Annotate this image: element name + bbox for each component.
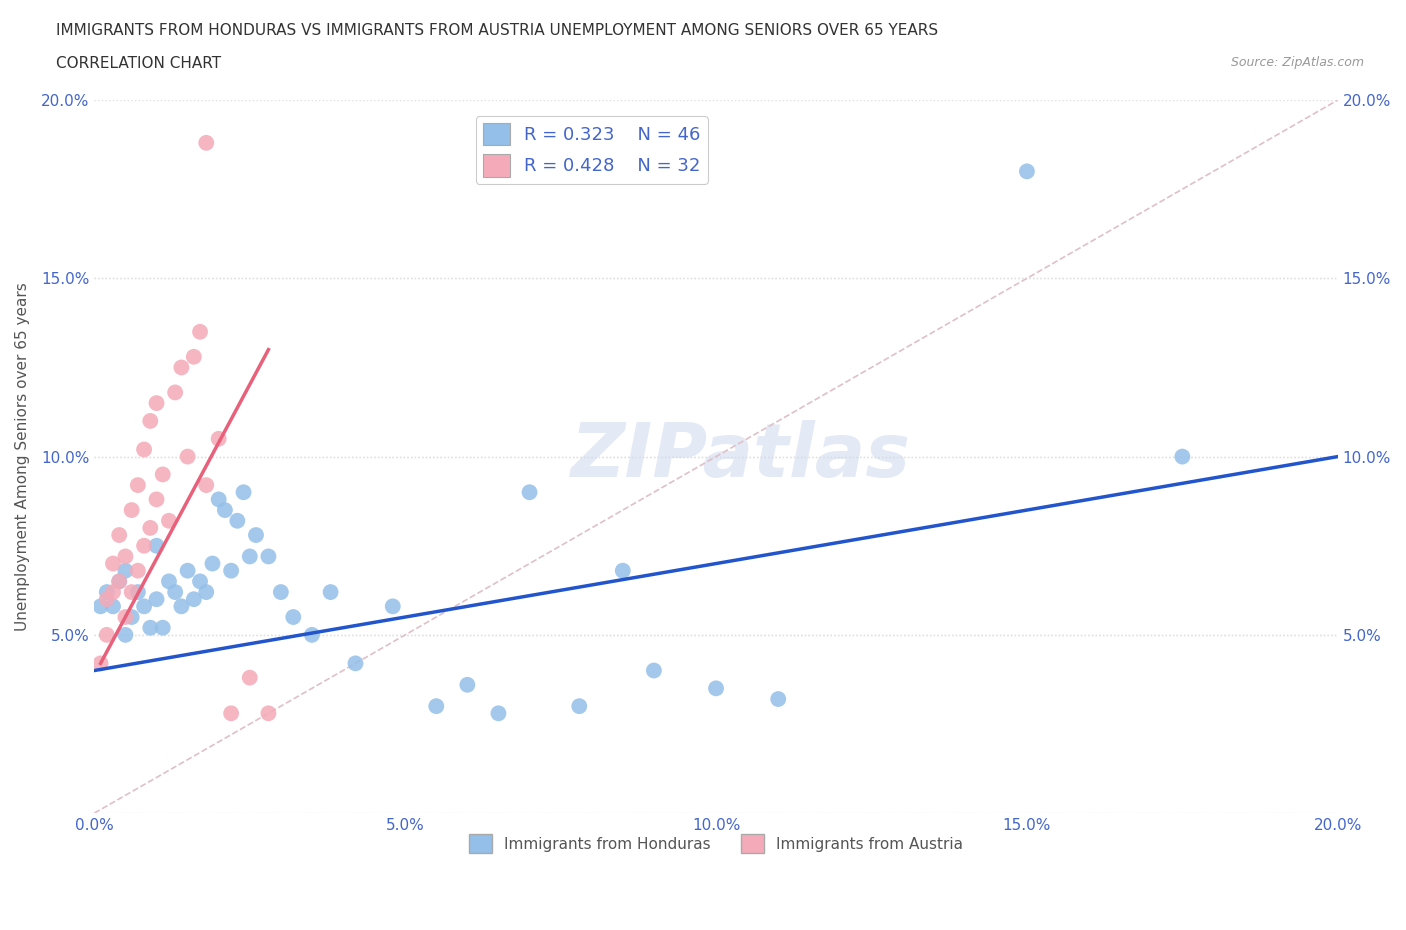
Point <box>101 556 124 571</box>
Point <box>195 136 218 151</box>
Point <box>101 585 124 600</box>
Point <box>114 564 136 578</box>
Point <box>257 706 280 721</box>
Point <box>344 656 367 671</box>
Text: CORRELATION CHART: CORRELATION CHART <box>56 56 221 71</box>
Point <box>152 620 174 635</box>
Point <box>132 538 155 553</box>
Point <box>257 549 280 564</box>
Point <box>101 599 124 614</box>
Text: IMMIGRANTS FROM HONDURAS VS IMMIGRANTS FROM AUSTRIA UNEMPLOYMENT AMONG SENIORS O: IMMIGRANTS FROM HONDURAS VS IMMIGRANTS F… <box>56 23 938 38</box>
Point <box>165 385 187 400</box>
Point <box>219 706 242 721</box>
Legend: Immigrants from Honduras, Immigrants from Austria: Immigrants from Honduras, Immigrants fro… <box>463 828 969 859</box>
Point <box>139 521 162 536</box>
Point <box>195 478 218 493</box>
Point <box>139 620 162 635</box>
Point <box>157 513 180 528</box>
Point <box>132 442 155 457</box>
Point <box>152 467 174 482</box>
Point <box>214 502 236 517</box>
Point <box>90 599 112 614</box>
Point <box>768 692 790 707</box>
Point <box>108 527 131 542</box>
Point <box>188 325 211 339</box>
Point <box>114 549 136 564</box>
Point <box>127 478 149 493</box>
Point <box>319 585 342 600</box>
Point <box>108 574 131 589</box>
Point <box>1171 449 1194 464</box>
Point <box>121 609 143 624</box>
Point <box>488 706 510 721</box>
Point <box>121 502 143 517</box>
Point <box>183 350 205 365</box>
Point <box>121 585 143 600</box>
Point <box>145 395 167 410</box>
Point <box>145 492 167 507</box>
Point <box>96 628 118 643</box>
Point <box>188 574 211 589</box>
Point <box>704 681 727 696</box>
Point <box>96 585 118 600</box>
Point <box>612 564 634 578</box>
Point <box>283 609 305 624</box>
Point <box>183 591 205 606</box>
Point <box>170 599 193 614</box>
Text: Source: ZipAtlas.com: Source: ZipAtlas.com <box>1230 56 1364 69</box>
Point <box>201 556 224 571</box>
Point <box>127 585 149 600</box>
Point <box>108 574 131 589</box>
Point <box>239 549 262 564</box>
Point <box>195 585 218 600</box>
Point <box>1015 164 1038 179</box>
Point <box>114 609 136 624</box>
Point <box>270 585 292 600</box>
Point <box>176 449 198 464</box>
Point <box>643 663 665 678</box>
Point <box>381 599 404 614</box>
Point <box>226 513 249 528</box>
Text: ZIPatlas: ZIPatlas <box>571 420 911 493</box>
Point <box>157 574 180 589</box>
Point <box>245 527 267 542</box>
Point <box>139 414 162 429</box>
Point <box>208 432 231 446</box>
Point <box>176 564 198 578</box>
Point <box>90 656 112 671</box>
Point <box>165 585 187 600</box>
Point <box>425 698 447 713</box>
Point <box>456 677 478 692</box>
Point <box>170 360 193 375</box>
Point <box>519 485 541 499</box>
Point <box>232 485 254 499</box>
Point <box>568 698 591 713</box>
Point <box>219 564 242 578</box>
Point <box>132 599 155 614</box>
Point <box>145 538 167 553</box>
Point <box>208 492 231 507</box>
Point <box>239 671 262 685</box>
Point <box>145 591 167 606</box>
Point <box>96 591 118 606</box>
Y-axis label: Unemployment Among Seniors over 65 years: Unemployment Among Seniors over 65 years <box>15 282 30 631</box>
Point <box>301 628 323 643</box>
Point <box>127 564 149 578</box>
Point <box>114 628 136 643</box>
